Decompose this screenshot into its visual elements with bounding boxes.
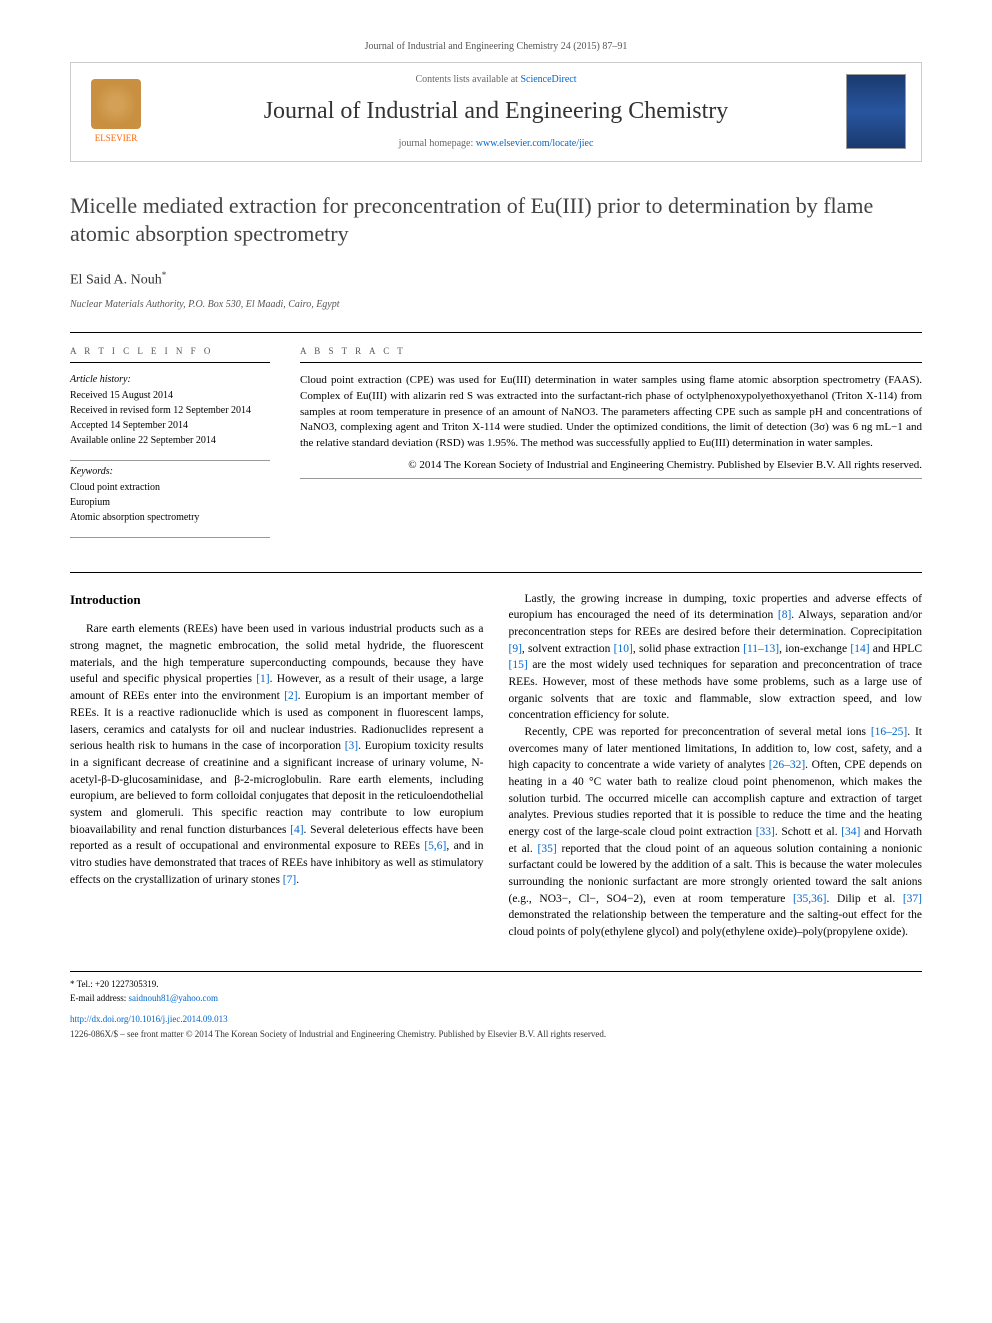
abstract-column: A B S T R A C T Cloud point extraction (…: [300, 345, 922, 542]
homepage-link[interactable]: www.elsevier.com/locate/jiec: [476, 138, 594, 149]
journal-header-box: ELSEVIER Contents lists available at Sci…: [70, 62, 922, 162]
elsevier-tree-icon: [91, 79, 141, 129]
sciencedirect-link[interactable]: ScienceDirect: [520, 74, 576, 85]
author-name: El Said A. Nouh*: [70, 269, 922, 290]
divider: [70, 460, 270, 461]
divider: [300, 478, 922, 479]
history-line: Available online 22 September 2014: [70, 434, 270, 448]
email-link[interactable]: saidnouh81@yahoo.com: [128, 993, 218, 1003]
author-affiliation: Nuclear Materials Authority, P.O. Box 53…: [70, 298, 922, 312]
history-label: Article history:: [70, 373, 270, 387]
elsevier-label: ELSEVIER: [95, 132, 138, 145]
article-info-column: A R T I C L E I N F O Article history: R…: [70, 345, 270, 542]
history-line: Accepted 14 September 2014: [70, 419, 270, 433]
keywords-label: Keywords:: [70, 465, 270, 479]
elsevier-logo: ELSEVIER: [86, 77, 146, 147]
corresponding-tel: * Tel.: +20 1227305319.: [70, 978, 922, 991]
corresponding-email-line: E-mail address: saidnouh81@yahoo.com: [70, 992, 922, 1005]
page-footer: * Tel.: +20 1227305319. E-mail address: …: [70, 971, 922, 1040]
author-text: El Said A. Nouh: [70, 272, 162, 287]
issn-copyright-line: 1226-086X/$ – see front matter © 2014 Th…: [70, 1028, 922, 1041]
body-column-right: Lastly, the growing increase in dumping,…: [509, 591, 923, 941]
keyword: Europium: [70, 496, 270, 510]
journal-cover-thumbnail: [846, 74, 906, 149]
article-history-block: Article history: Received 15 August 2014…: [70, 373, 270, 448]
abstract-copyright: © 2014 The Korean Society of Industrial …: [300, 458, 922, 473]
body-paragraph: Recently, CPE was reported for preconcen…: [509, 724, 923, 941]
email-label: E-mail address:: [70, 993, 128, 1003]
journal-name: Journal of Industrial and Engineering Ch…: [161, 95, 831, 129]
keywords-block: Keywords: Cloud point extraction Europiu…: [70, 465, 270, 525]
history-line: Received 15 August 2014: [70, 389, 270, 403]
journal-homepage-line: journal homepage: www.elsevier.com/locat…: [161, 137, 831, 151]
doi-link[interactable]: http://dx.doi.org/10.1016/j.jiec.2014.09…: [70, 1013, 922, 1026]
body-column-left: Introduction Rare earth elements (REEs) …: [70, 591, 484, 941]
keyword: Cloud point extraction: [70, 481, 270, 495]
body-paragraph: Lastly, the growing increase in dumping,…: [509, 591, 923, 724]
author-marker: *: [162, 270, 167, 280]
running-header: Journal of Industrial and Engineering Ch…: [70, 40, 922, 54]
history-line: Received in revised form 12 September 20…: [70, 404, 270, 418]
article-title: Micelle mediated extraction for preconce…: [70, 192, 922, 249]
homepage-prefix: journal homepage:: [399, 138, 476, 149]
contents-prefix: Contents lists available at: [415, 74, 520, 85]
info-abstract-row: A R T I C L E I N F O Article history: R…: [70, 332, 922, 542]
article-info-heading: A R T I C L E I N F O: [70, 345, 270, 363]
divider: [70, 537, 270, 538]
abstract-text: Cloud point extraction (CPE) was used fo…: [300, 373, 922, 453]
contents-available-line: Contents lists available at ScienceDirec…: [161, 73, 831, 87]
section-heading-introduction: Introduction: [70, 591, 484, 610]
header-center: Contents lists available at ScienceDirec…: [161, 73, 831, 151]
keyword: Atomic absorption spectrometry: [70, 511, 270, 525]
body-columns: Introduction Rare earth elements (REEs) …: [70, 572, 922, 941]
abstract-heading: A B S T R A C T: [300, 345, 922, 363]
body-paragraph: Rare earth elements (REEs) have been use…: [70, 621, 484, 888]
